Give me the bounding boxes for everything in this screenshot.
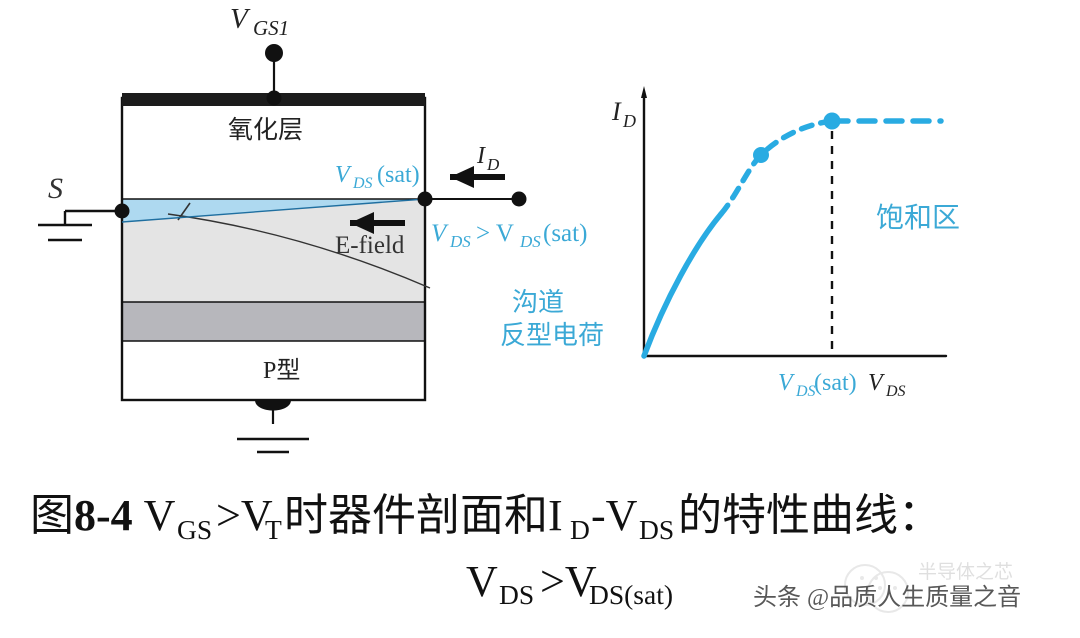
svg-text:> V: > V [476,220,514,247]
svg-text:DS: DS [519,232,541,251]
svg-text:D: D [486,155,500,174]
svg-text:(sat): (sat) [543,220,587,247]
svg-text:DS: DS [499,579,534,610]
svg-text:图8-4 V: 图8-4 V [30,491,176,540]
svg-text:T: T [265,514,282,545]
svg-text:氧化层: 氧化层 [228,116,303,144]
svg-text:GS1: GS1 [253,16,289,40]
svg-text:D: D [622,111,636,131]
svg-text:V: V [466,557,498,606]
svg-text:的特性曲线：: 的特性曲线： [678,491,942,540]
svg-text:沟道: 沟道 [512,288,564,317]
svg-text:E-field: E-field [335,232,405,259]
svg-text:DS: DS [795,383,816,400]
svg-text:头条 @品质人生质量之音: 头条 @品质人生质量之音 [753,584,1021,611]
svg-text:DS: DS [639,514,674,545]
svg-text:饱和区: 饱和区 [876,202,960,234]
svg-text:V: V [868,370,885,396]
svg-text:V: V [778,370,795,396]
svg-text:半导体之芯: 半导体之芯 [918,561,1013,583]
svg-text:时器件剖面和I: 时器件剖面和I [284,491,563,540]
svg-text:D: D [570,514,590,545]
svg-text:DS: DS [449,232,471,251]
svg-text:S: S [48,172,63,205]
svg-text:P型: P型 [263,357,300,384]
svg-text:(sat): (sat) [377,162,420,188]
svg-text:-V: -V [591,491,638,540]
svg-text:DS: DS [885,383,906,400]
svg-text:GS: GS [177,514,212,545]
svg-text:DS: DS [352,175,373,192]
svg-text:反型电荷: 反型电荷 [500,321,604,350]
svg-text:I: I [476,143,486,169]
svg-text:I: I [611,97,622,126]
svg-text:V: V [335,162,352,188]
svg-text:V: V [431,220,449,247]
svg-text:V: V [230,3,251,35]
svg-text:DS(sat): DS(sat) [589,579,673,610]
svg-text:(sat): (sat) [814,370,857,396]
